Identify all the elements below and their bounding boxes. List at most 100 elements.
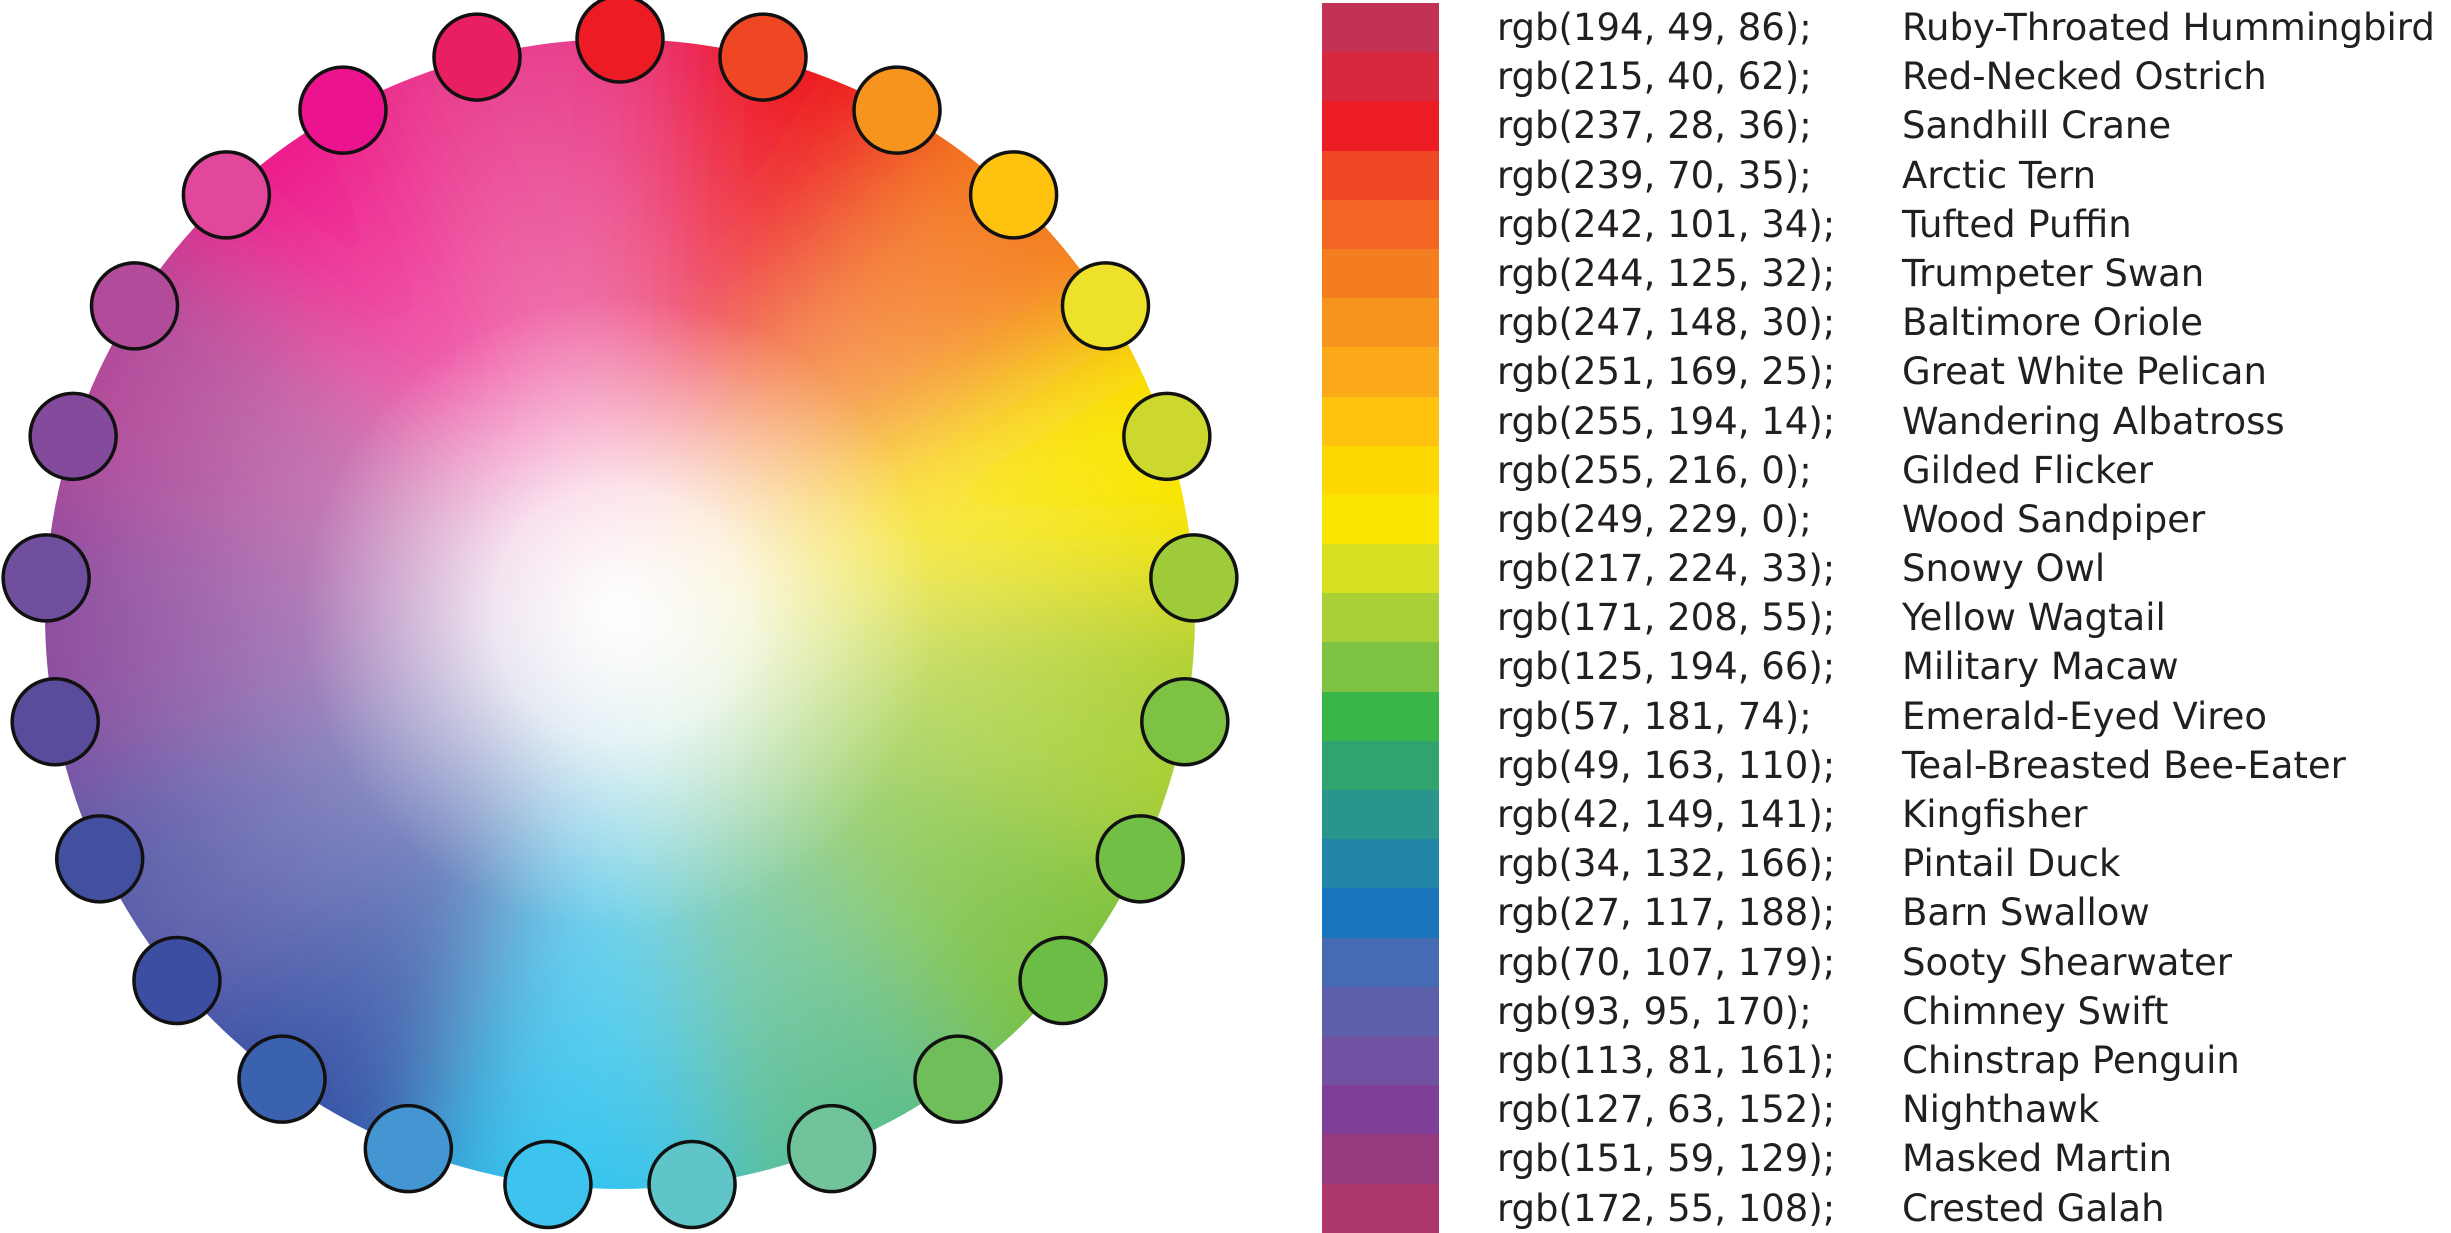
palette-list: rgb(194, 49, 86); Ruby-Throated Hummingbi…: [1322, 3, 2447, 1233]
rgb-value: rgb(172, 55, 108);: [1497, 1186, 1836, 1230]
rgb-value: rgb(125, 194, 66);: [1497, 645, 1836, 689]
bird-name: Teal-Breasted Bee-Eater: [1902, 743, 2346, 787]
palette-row: rgb(242, 101, 34); Tufted Puffin: [1322, 199, 2447, 249]
bird-name: Wandering Albatross: [1902, 399, 2285, 443]
color-dot: [968, 150, 1059, 240]
bird-name: Red-Necked Ostrich: [1902, 55, 2267, 99]
palette-row: rgb(70, 107, 179); Sooty Shearwater: [1322, 937, 2447, 987]
color-swatch: [1322, 642, 1439, 692]
color-dot: [1018, 935, 1108, 1026]
rgb-value: rgb(42, 149, 141);: [1497, 793, 1836, 836]
bird-name: Military Macaw: [1902, 645, 2179, 689]
bird-name: Masked Martin: [1902, 1137, 2173, 1181]
color-dot: [575, 0, 665, 84]
color-swatch: [1322, 888, 1439, 938]
palette-row: rgb(194, 49, 86); Ruby-Throated Hummingbi…: [1322, 3, 2447, 53]
rgb-value: rgb(255, 194, 14);: [1497, 399, 1836, 443]
color-dot: [1149, 533, 1239, 623]
color-swatch: [1322, 101, 1439, 151]
rgb-value: rgb(247, 148, 30);: [1497, 301, 1836, 345]
palette-row: rgb(251, 169, 25); Great White Pelican: [1322, 347, 2447, 397]
bird-name: Gilded Flicker: [1902, 448, 2153, 492]
bird-name: Pintail Duck: [1902, 842, 2121, 886]
color-swatch: [1322, 248, 1439, 299]
rgb-value: rgb(34, 132, 166);: [1497, 842, 1836, 886]
bird-name: Chimney Swift: [1902, 989, 2169, 1033]
rgb-value: rgb(93, 95, 170);: [1497, 989, 1812, 1033]
palette-row: rgb(239, 70, 35); Arctic Tern: [1322, 150, 2447, 200]
rgb-value: rgb(27, 117, 188);: [1497, 891, 1836, 935]
palette-row: rgb(125, 194, 66); Military Macaw: [1322, 642, 2447, 692]
rgb-value: rgb(171, 208, 55);: [1497, 596, 1836, 640]
bird-name: Snowy Owl: [1902, 547, 2106, 591]
color-dot: [913, 1034, 1003, 1124]
palette-row: rgb(255, 216, 0); Gilded Flicker: [1322, 445, 2447, 495]
palette-row: rgb(217, 224, 33); Snowy Owl: [1322, 544, 2447, 594]
bird-name: Tufted Puffin: [1902, 202, 2132, 246]
rgb-value: rgb(251, 169, 25);: [1497, 350, 1836, 394]
color-dot: [1140, 676, 1230, 767]
color-swatch: [1322, 986, 1439, 1036]
bird-name: Chinstrap Penguin: [1902, 1038, 2240, 1082]
bird-name: Yellow Wagtail: [1902, 596, 2166, 640]
palette-row: rgb(247, 148, 30); Baltimore Oriole: [1322, 298, 2447, 348]
palette-row: rgb(151, 59, 129); Masked Martin: [1322, 1134, 2447, 1184]
color-swatch: [1322, 839, 1439, 889]
color-swatch: [1322, 199, 1439, 249]
color-swatch: [1322, 1183, 1439, 1233]
bird-name: Nighthawk: [1902, 1088, 2100, 1132]
bird-name: Great White Pelican: [1902, 350, 2267, 394]
rgb-value: rgb(151, 59, 129);: [1497, 1137, 1836, 1181]
rgb-value: rgb(239, 70, 35);: [1497, 153, 1812, 197]
rgb-value: rgb(49, 163, 110);: [1497, 743, 1836, 787]
color-swatch: [1322, 593, 1439, 643]
color-dot: [54, 814, 145, 904]
palette-row: rgb(34, 132, 166); Pintail Duck: [1322, 839, 2447, 889]
palette-row: rgb(93, 95, 170); Chimney Swift: [1322, 986, 2447, 1036]
color-swatch: [1322, 3, 1439, 53]
rgb-value: rgb(237, 28, 36);: [1497, 104, 1812, 148]
palette-row: rgb(113, 81, 161); Chinstrap Penguin: [1322, 1035, 2447, 1086]
rgb-value: rgb(57, 181, 74);: [1497, 694, 1812, 738]
dot-ring: [1, 0, 1239, 1230]
color-dot: [89, 261, 180, 351]
color-wheel: [1, 0, 1239, 1230]
color-swatch: [1322, 494, 1439, 545]
bird-name: Sooty Shearwater: [1902, 940, 2232, 984]
color-swatch: [1322, 1035, 1439, 1086]
color-swatch: [1322, 937, 1439, 987]
color-dot: [1, 533, 91, 623]
palette-row: rgb(237, 28, 36); Sandhill Crane: [1322, 101, 2447, 151]
color-swatch: [1322, 740, 1439, 790]
bird-name: Crested Galah: [1902, 1186, 2165, 1230]
color-dot: [432, 12, 522, 102]
color-dot: [10, 676, 100, 767]
color-dot: [503, 1139, 593, 1230]
palette-row: rgb(249, 229, 0); Wood Sandpiper: [1322, 494, 2447, 545]
bird-name: Emerald-Eyed Vireo: [1902, 694, 2268, 738]
color-dot: [1122, 391, 1212, 482]
rgb-value: rgb(249, 229, 0);: [1497, 497, 1812, 541]
rgb-value: rgb(127, 63, 152);: [1497, 1088, 1836, 1132]
color-dot: [718, 12, 808, 102]
bird-name: Arctic Tern: [1902, 153, 2097, 197]
bird-name: Trumpeter Swan: [1902, 251, 2205, 295]
bird-name: Baltimore Oriole: [1902, 301, 2204, 345]
color-dot: [181, 150, 272, 240]
color-dot: [28, 391, 118, 482]
color-swatch: [1322, 1085, 1439, 1135]
rgb-value: rgb(242, 101, 34);: [1497, 202, 1836, 246]
color-swatch: [1322, 347, 1439, 397]
color-swatch: [1322, 445, 1439, 495]
color-dot: [852, 65, 942, 155]
color-swatch: [1322, 691, 1439, 741]
palette-row: rgb(172, 55, 108); Crested Galah: [1322, 1183, 2447, 1233]
rgb-value: rgb(255, 216, 0);: [1497, 448, 1812, 492]
color-dot: [786, 1103, 877, 1194]
color-dot: [298, 65, 388, 155]
color-dot: [363, 1103, 454, 1194]
rgb-value: rgb(217, 224, 33);: [1497, 547, 1836, 591]
palette-row: rgb(255, 194, 14); Wandering Albatross: [1322, 396, 2447, 446]
palette-row: rgb(244, 125, 32); Trumpeter Swan: [1322, 248, 2447, 299]
rgb-value: rgb(70, 107, 179);: [1497, 940, 1836, 984]
